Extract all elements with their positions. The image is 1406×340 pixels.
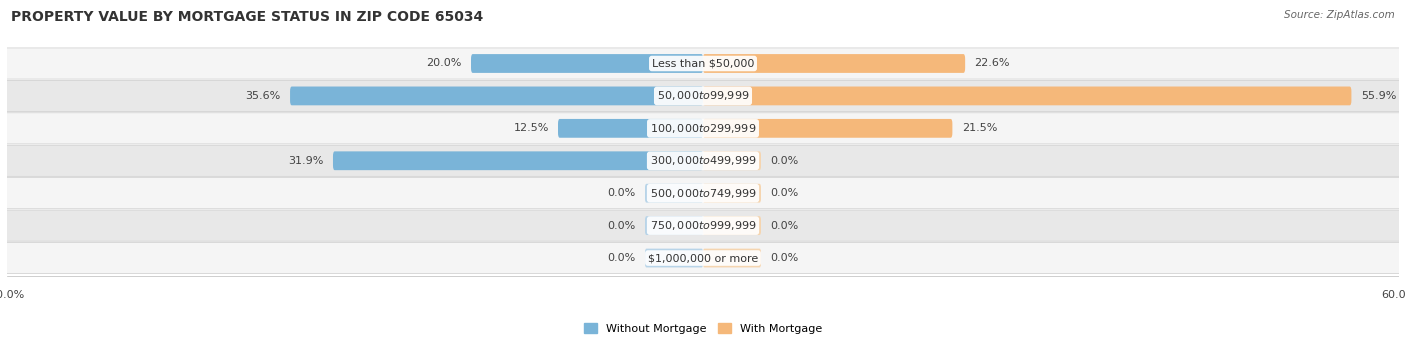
FancyBboxPatch shape xyxy=(703,86,1351,105)
FancyBboxPatch shape xyxy=(333,151,703,170)
FancyBboxPatch shape xyxy=(0,242,1406,274)
FancyBboxPatch shape xyxy=(0,145,1406,176)
Text: PROPERTY VALUE BY MORTGAGE STATUS IN ZIP CODE 65034: PROPERTY VALUE BY MORTGAGE STATUS IN ZIP… xyxy=(11,10,484,24)
Text: 35.6%: 35.6% xyxy=(246,91,281,101)
Text: 31.9%: 31.9% xyxy=(288,156,323,166)
Text: 0.0%: 0.0% xyxy=(607,253,636,263)
Text: 55.9%: 55.9% xyxy=(1361,91,1396,101)
Text: Less than $50,000: Less than $50,000 xyxy=(652,58,754,68)
Text: $1,000,000 or more: $1,000,000 or more xyxy=(648,253,758,263)
FancyBboxPatch shape xyxy=(0,80,1406,112)
FancyBboxPatch shape xyxy=(645,184,703,203)
Text: 0.0%: 0.0% xyxy=(607,221,636,231)
Text: Source: ZipAtlas.com: Source: ZipAtlas.com xyxy=(1284,10,1395,20)
Text: 12.5%: 12.5% xyxy=(513,123,548,133)
FancyBboxPatch shape xyxy=(558,119,703,138)
Text: 0.0%: 0.0% xyxy=(770,156,799,166)
FancyBboxPatch shape xyxy=(0,210,1406,241)
FancyBboxPatch shape xyxy=(290,86,703,105)
Text: 0.0%: 0.0% xyxy=(770,221,799,231)
FancyBboxPatch shape xyxy=(703,249,761,268)
FancyBboxPatch shape xyxy=(645,216,703,235)
Text: 0.0%: 0.0% xyxy=(770,188,799,198)
FancyBboxPatch shape xyxy=(645,249,703,268)
Text: $100,000 to $299,999: $100,000 to $299,999 xyxy=(650,122,756,135)
Text: 0.0%: 0.0% xyxy=(770,253,799,263)
Text: $50,000 to $99,999: $50,000 to $99,999 xyxy=(657,89,749,102)
FancyBboxPatch shape xyxy=(0,48,1406,79)
Text: 0.0%: 0.0% xyxy=(607,188,636,198)
FancyBboxPatch shape xyxy=(703,216,761,235)
FancyBboxPatch shape xyxy=(703,119,952,138)
FancyBboxPatch shape xyxy=(703,151,761,170)
FancyBboxPatch shape xyxy=(703,184,761,203)
FancyBboxPatch shape xyxy=(703,54,965,73)
Text: 20.0%: 20.0% xyxy=(426,58,461,68)
Text: 21.5%: 21.5% xyxy=(962,123,997,133)
FancyBboxPatch shape xyxy=(471,54,703,73)
Text: $500,000 to $749,999: $500,000 to $749,999 xyxy=(650,187,756,200)
FancyBboxPatch shape xyxy=(0,113,1406,144)
FancyBboxPatch shape xyxy=(0,177,1406,209)
Text: $300,000 to $499,999: $300,000 to $499,999 xyxy=(650,154,756,167)
Text: $750,000 to $999,999: $750,000 to $999,999 xyxy=(650,219,756,232)
Legend: Without Mortgage, With Mortgage: Without Mortgage, With Mortgage xyxy=(583,323,823,334)
Text: 22.6%: 22.6% xyxy=(974,58,1010,68)
